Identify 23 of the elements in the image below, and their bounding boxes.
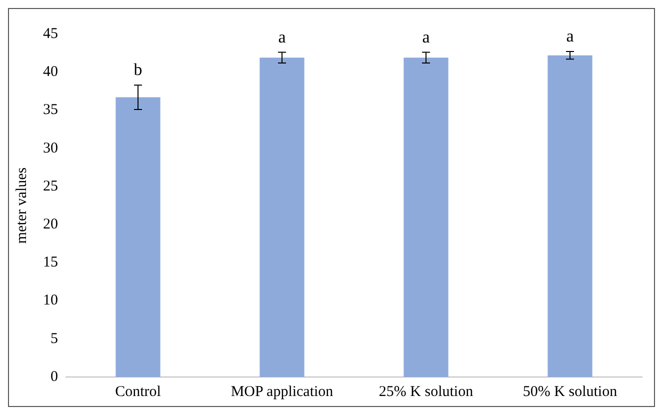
y-axis-title: meter values (14, 167, 30, 244)
annotation: a (278, 27, 286, 46)
y-tick-label: 5 (50, 330, 58, 347)
annotation: a (566, 26, 574, 46)
bar (260, 58, 304, 377)
y-tick-label: 25 (43, 178, 58, 194)
annotation: a (422, 27, 430, 46)
y-tick-label: 0 (50, 368, 58, 385)
y-tick-label: 45 (43, 26, 58, 42)
x-tick-label: 50% K solution (522, 384, 618, 400)
y-tick-label: 15 (43, 254, 58, 271)
x-tick-label: 25% K solution (378, 384, 474, 400)
x-tick-label: Control (115, 384, 161, 400)
bar (116, 97, 160, 377)
y-tick-label: 10 (43, 292, 58, 309)
bar (404, 58, 448, 377)
y-tick-label: 20 (43, 216, 58, 232)
y-tick-label: 35 (43, 102, 58, 118)
y-tick-label: 40 (43, 64, 58, 80)
bar (548, 55, 592, 377)
x-tick-label: MOP application (230, 384, 334, 400)
y-tick-label: 30 (43, 140, 58, 156)
annotation: b (134, 60, 142, 80)
